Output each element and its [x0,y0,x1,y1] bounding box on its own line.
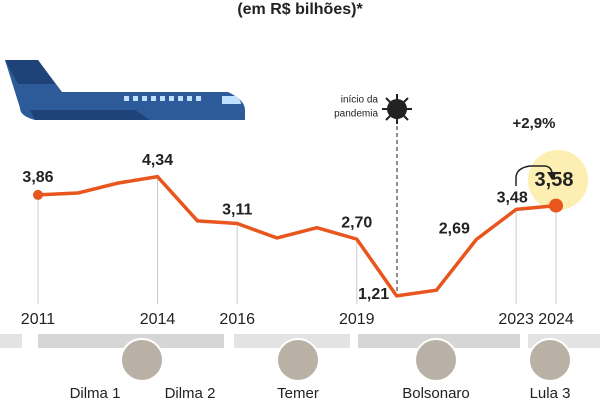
arrow-head [547,172,557,180]
value-label: 3,11 [222,202,252,219]
portrait [414,338,458,382]
point [549,198,563,213]
portrait [120,338,164,382]
period-label: Dilma 1 [70,385,121,400]
x-tick-label: 2014 [140,311,176,328]
change-label: +2,9% [513,115,556,132]
x-tick-label: 2016 [219,311,255,328]
pandemic-label: início da [341,95,379,106]
x-tick-label: 2023 [498,311,534,328]
x-tick-label: 2019 [339,311,375,328]
value-label: 4,34 [142,152,173,169]
pandemic-label: pandemia [334,109,378,120]
period-label: Dilma 2 [165,385,216,400]
value-label: 3,48 [497,190,528,207]
line [37,174,557,298]
value-label: 3,58 [535,169,574,191]
value-label: 2,70 [341,214,372,231]
virus-icon [382,94,412,124]
change-arrow [515,165,553,186]
highlight-circle [528,150,588,210]
portrait [276,338,320,382]
airplane-icon [5,60,245,120]
period-label: Bolsonaro [402,385,470,400]
period-label: Temer [277,385,319,400]
period-label: Lula 3 [530,385,571,400]
point [33,189,43,200]
value-label: 2,69 [439,221,470,238]
chart-subtitle: (em R$ bilhões)* [237,1,363,18]
x-tick-label: 2024 [538,311,574,328]
value-label: 3,86 [22,169,53,186]
value-label: 1,21 [358,286,389,303]
x-tick-label: 2011 [21,311,56,328]
portrait [528,338,572,382]
